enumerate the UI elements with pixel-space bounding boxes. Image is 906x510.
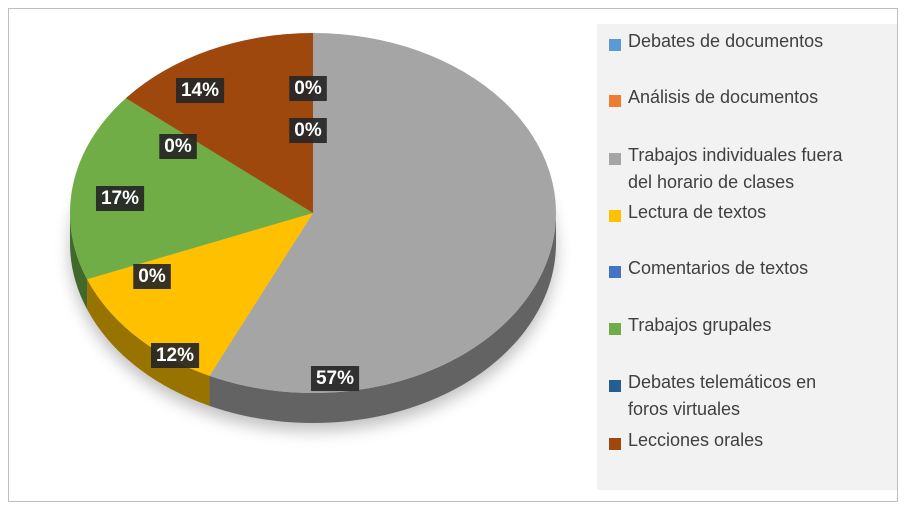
data-label: 0%	[294, 78, 322, 99]
slice-side	[209, 213, 556, 423]
slice	[209, 33, 556, 393]
data-label: 14%	[181, 80, 219, 101]
legend-item: Lecciones orales	[609, 430, 853, 454]
legend-item: Análisis de documentos	[609, 87, 853, 111]
legend-label: Debates telemáticos en foros virtuales	[628, 372, 817, 419]
legend-swatch	[609, 210, 621, 222]
data-label-box	[133, 264, 171, 290]
legend-swatch	[609, 323, 621, 335]
slice	[125, 33, 313, 213]
legend-item: Debates telemáticos en foros virtuales	[609, 372, 853, 423]
data-label: 17%	[101, 188, 139, 209]
legend-label: Trabajos grupales	[628, 315, 772, 335]
legend-label: Lecciones orales	[628, 430, 764, 450]
slice-side	[87, 279, 210, 406]
data-label-box	[289, 118, 327, 144]
legend-swatch	[609, 95, 621, 107]
legend-swatch	[609, 266, 621, 278]
data-label-box	[150, 343, 200, 369]
data-label: 0%	[164, 136, 192, 157]
slice-side	[70, 213, 88, 310]
legend-item: Debates de documentos	[609, 31, 853, 55]
data-label-box	[95, 186, 145, 212]
slice	[70, 98, 313, 280]
legend-swatch	[609, 380, 621, 392]
legend-label: Trabajos individuales fuera del horario …	[628, 145, 843, 192]
legend: Debates de documentos Análisis de documen…	[597, 24, 897, 490]
data-label-box	[310, 366, 360, 392]
legend-label: Comentarios de textos	[628, 258, 809, 278]
legend-item: Trabajos individuales fuera del horario …	[609, 145, 853, 196]
data-label-box	[289, 76, 327, 102]
data-label: 0%	[294, 120, 322, 141]
data-label: 12%	[156, 345, 194, 366]
legend-label: Lectura de textos	[628, 202, 767, 222]
legend-item: Comentarios de textos	[609, 258, 853, 282]
slice	[87, 213, 313, 376]
legend-item: Trabajos grupales	[609, 315, 853, 339]
legend-label: Análisis de documentos	[628, 87, 819, 107]
data-label: 57%	[316, 368, 354, 389]
legend-item: Lectura de textos	[609, 202, 853, 226]
legend-swatch	[609, 438, 621, 450]
chart-frame	[8, 8, 898, 502]
data-label-box	[175, 78, 225, 104]
legend-swatch	[609, 153, 621, 165]
legend-swatch	[609, 39, 621, 51]
legend-label: Debates de documentos	[628, 31, 824, 51]
data-label: 0%	[138, 266, 166, 287]
data-label-box	[159, 134, 197, 160]
